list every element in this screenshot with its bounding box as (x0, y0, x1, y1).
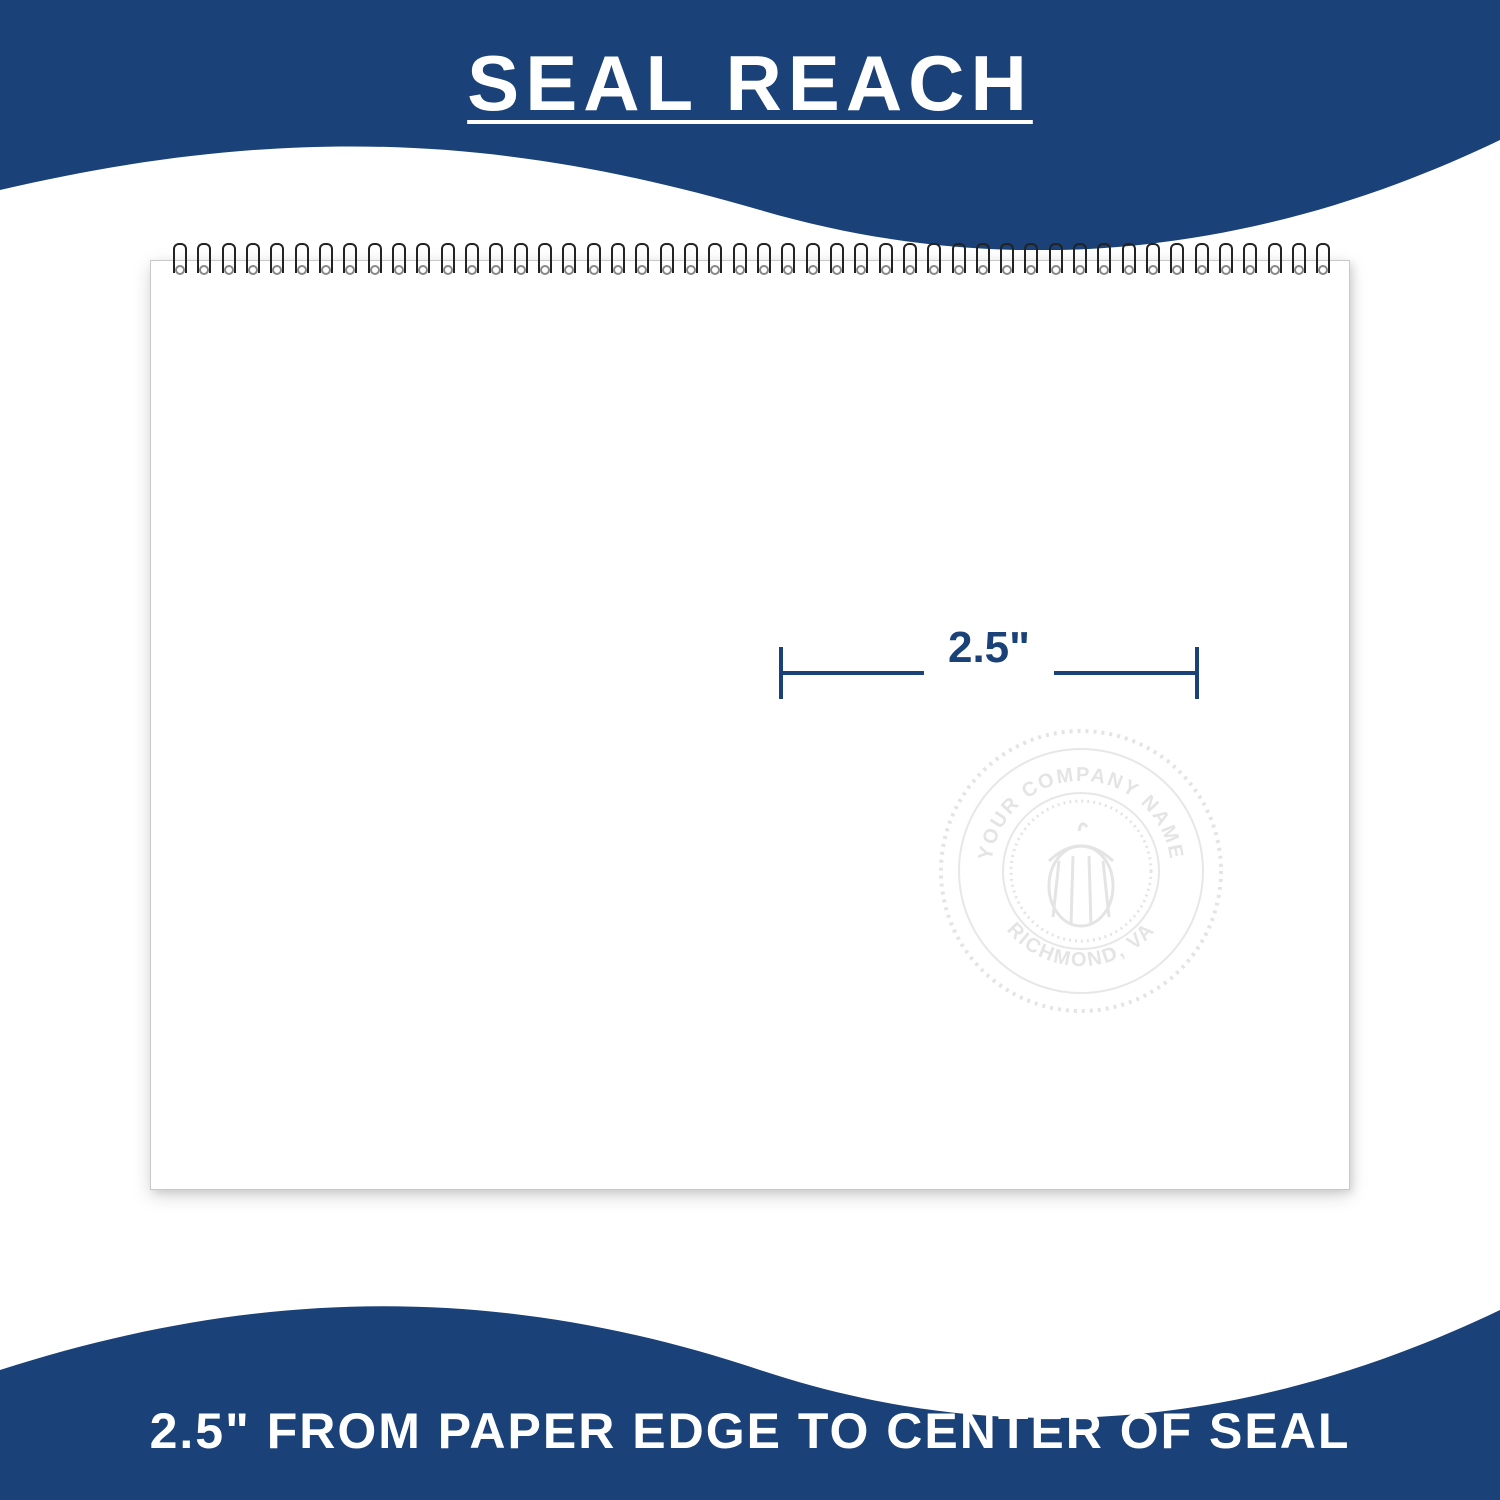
spiral-loop (877, 243, 891, 277)
footer-text: 2.5" FROM PAPER EDGE TO CENTER OF SEAL (0, 1402, 1500, 1460)
spiral-loop (341, 243, 355, 277)
spiral-loop (828, 243, 842, 277)
measurement-tick-right (1195, 647, 1199, 699)
measurement-line: 2.5" (779, 671, 1199, 675)
spiral-loop (852, 243, 866, 277)
spiral-loop (390, 243, 404, 277)
spiral-loop (195, 243, 209, 277)
spiral-loop (925, 243, 939, 277)
spiral-loop (1095, 243, 1109, 277)
spiral-loop (414, 243, 428, 277)
spiral-loop (998, 243, 1012, 277)
spiral-loop (463, 243, 477, 277)
spiral-loop (974, 243, 988, 277)
spiral-loop (950, 243, 964, 277)
footer-band (0, 1300, 1500, 1500)
spiral-loop (268, 243, 282, 277)
spiral-loop (706, 243, 720, 277)
spiral-loop (171, 243, 185, 277)
spiral-loop (1241, 243, 1255, 277)
spiral-loop (633, 243, 647, 277)
spiral-loop (1144, 243, 1158, 277)
spiral-loop (1290, 243, 1304, 277)
spiral-binding (171, 243, 1329, 279)
embossed-seal: YOUR COMPANY NAME RICHMOND, VA (931, 721, 1231, 1021)
spiral-loop (1022, 243, 1036, 277)
spiral-loop (220, 243, 234, 277)
spiral-loop (658, 243, 672, 277)
spiral-loop (317, 243, 331, 277)
spiral-loop (755, 243, 769, 277)
spiral-loop (1120, 243, 1134, 277)
spiral-loop (560, 243, 574, 277)
spiral-loop (487, 243, 501, 277)
spiral-loop (585, 243, 599, 277)
spiral-loop (901, 243, 915, 277)
measurement-tick-left (779, 647, 783, 699)
spiral-loop (682, 243, 696, 277)
measurement-indicator: 2.5" (779, 671, 1199, 675)
spiral-loop (1168, 243, 1182, 277)
page-title: SEAL REACH (0, 38, 1500, 129)
spiral-loop (1071, 243, 1085, 277)
spiral-loop (512, 243, 526, 277)
notepad: 2.5" YO (150, 260, 1350, 1190)
spiral-loop (536, 243, 550, 277)
spiral-loop (1217, 243, 1231, 277)
spiral-loop (366, 243, 380, 277)
spiral-loop (1193, 243, 1207, 277)
spiral-loop (1314, 243, 1328, 277)
spiral-loop (804, 243, 818, 277)
spiral-loop (731, 243, 745, 277)
spiral-loop (609, 243, 623, 277)
spiral-loop (293, 243, 307, 277)
spiral-loop (779, 243, 793, 277)
spiral-loop (1047, 243, 1061, 277)
spiral-loop (1266, 243, 1280, 277)
spiral-loop (244, 243, 258, 277)
measurement-label: 2.5" (924, 615, 1054, 681)
spiral-loop (439, 243, 453, 277)
